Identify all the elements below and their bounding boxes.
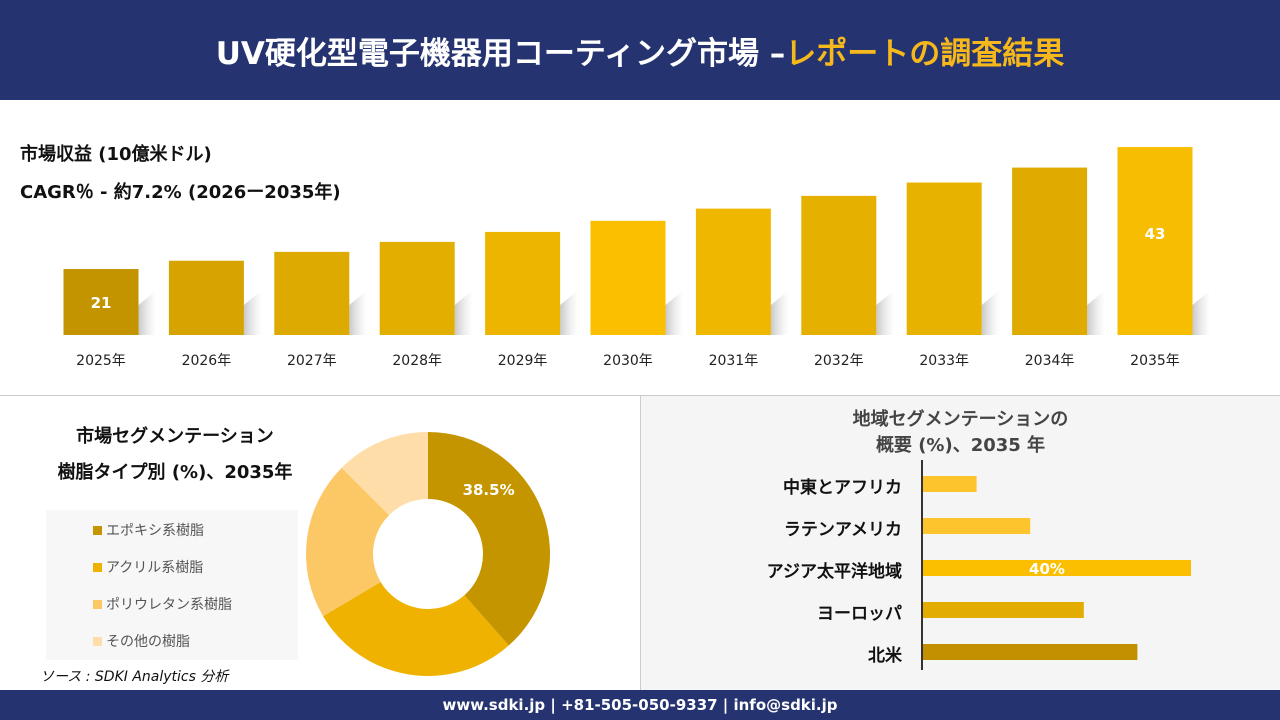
bar-shadow: [454, 290, 473, 335]
legend-swatch: [93, 525, 102, 535]
bar: [906, 182, 982, 335]
bar-shadow: [138, 290, 157, 335]
bar: [168, 260, 244, 335]
legend-swatch: [93, 562, 102, 572]
bar: [923, 518, 1031, 534]
bar: [274, 251, 350, 335]
bar-shadow: [770, 290, 789, 335]
bar: [923, 560, 1191, 576]
source-note: ソース : SDKI Analytics 分析: [40, 669, 229, 685]
bar: [1012, 167, 1088, 335]
bar: [923, 476, 977, 492]
category-label: ヨーロッパ: [817, 604, 902, 624]
bar-shadow: [665, 290, 684, 335]
x-tick-label: 2033年: [919, 353, 969, 369]
bar-shadow: [1087, 290, 1106, 335]
bar-shadow: [560, 290, 579, 335]
region-subtitle: 概要 (%)、2035 年: [875, 435, 1046, 456]
bar-shadow: [243, 290, 262, 335]
bar: [590, 220, 666, 335]
donut-slice: [306, 467, 390, 617]
donut-slice: [428, 432, 550, 646]
bar: [63, 269, 139, 335]
bar-shadow: [876, 290, 895, 335]
bar: [923, 644, 1138, 660]
category-label: 中東とアフリカ: [783, 478, 902, 498]
legend-label: アクリル系樹脂: [106, 560, 204, 576]
legend-swatch: [93, 599, 102, 609]
bar: [801, 195, 877, 335]
footer-contact: www.sdki.jp | +81-505-050-9337 | info@sd…: [0, 690, 1280, 720]
donut-slice: [341, 432, 428, 516]
bar: [379, 241, 455, 335]
legend-swatch: [93, 636, 102, 646]
header-title: UV硬化型電子機器用コーティング市場 –: [215, 35, 786, 72]
category-label: アジア太平洋地域: [766, 562, 902, 582]
bar-shadow: [1192, 290, 1211, 335]
category-label: ラテンアメリカ: [783, 520, 902, 540]
x-tick-label: 2030年: [603, 353, 653, 369]
segment-subtitle: 樹脂タイプ別 (%)、2035年: [57, 462, 293, 483]
x-tick-label: 2031年: [709, 353, 759, 369]
report-header: UV硬化型電子機器用コーティング市場 – レポートの調査結果: [0, 0, 1280, 100]
bar-shadow: [981, 290, 1000, 335]
donut-legend: [46, 510, 298, 660]
region-panel: [641, 396, 1280, 690]
x-tick-label: 2032年: [814, 353, 864, 369]
region-title: 地域セグメンテーションの: [852, 409, 1069, 430]
divider: [640, 395, 641, 690]
bar: [695, 208, 771, 335]
region-bar-chart: 40%: [921, 460, 1191, 670]
category-label: 北米: [868, 646, 902, 666]
data-label: 21: [91, 294, 112, 312]
revenue-title: 市場収益 (10億米ドル): [20, 144, 212, 165]
x-tick-label: 2035年: [1130, 353, 1180, 369]
data-label: 38.5%: [463, 481, 515, 499]
x-tick-label: 2034年: [1025, 353, 1075, 369]
donut-slice: [322, 581, 509, 676]
x-tick-label: 2026年: [182, 353, 232, 369]
data-label: 43: [1145, 225, 1166, 243]
bar-shadow: [349, 290, 368, 335]
bar: [485, 231, 561, 335]
legend-label: その他の樹脂: [106, 634, 190, 650]
x-tick-label: 2027年: [287, 353, 337, 369]
resin-donut-chart: 38.5%: [306, 432, 550, 676]
cagr-text: CAGR％ - 約7.2% (2026ー2035年): [20, 182, 341, 203]
data-label: 40%: [1029, 560, 1065, 578]
segment-title: 市場セグメンテーション: [76, 426, 274, 447]
legend-item: ポリウレタン系樹脂: [93, 594, 232, 614]
legend-item: その他の樹脂: [93, 631, 190, 651]
revenue-bar-chart: 2025年 21 2026年 2027年 2028年 2029年 2030年 2031年 203…: [63, 147, 1211, 369]
x-tick-label: 2025年: [76, 353, 126, 369]
bar: [923, 602, 1084, 618]
bar: [1117, 147, 1193, 335]
legend-item: アクリル系樹脂: [93, 557, 203, 577]
header-title-accent: レポートの調査結果: [785, 35, 1065, 72]
x-tick-label: 2029年: [498, 353, 548, 369]
legend-item: エポキシ系樹脂: [93, 520, 204, 540]
legend-label: ポリウレタン系樹脂: [106, 597, 232, 613]
x-tick-label: 2028年: [392, 353, 442, 369]
legend-label: エポキシ系樹脂: [106, 523, 204, 539]
